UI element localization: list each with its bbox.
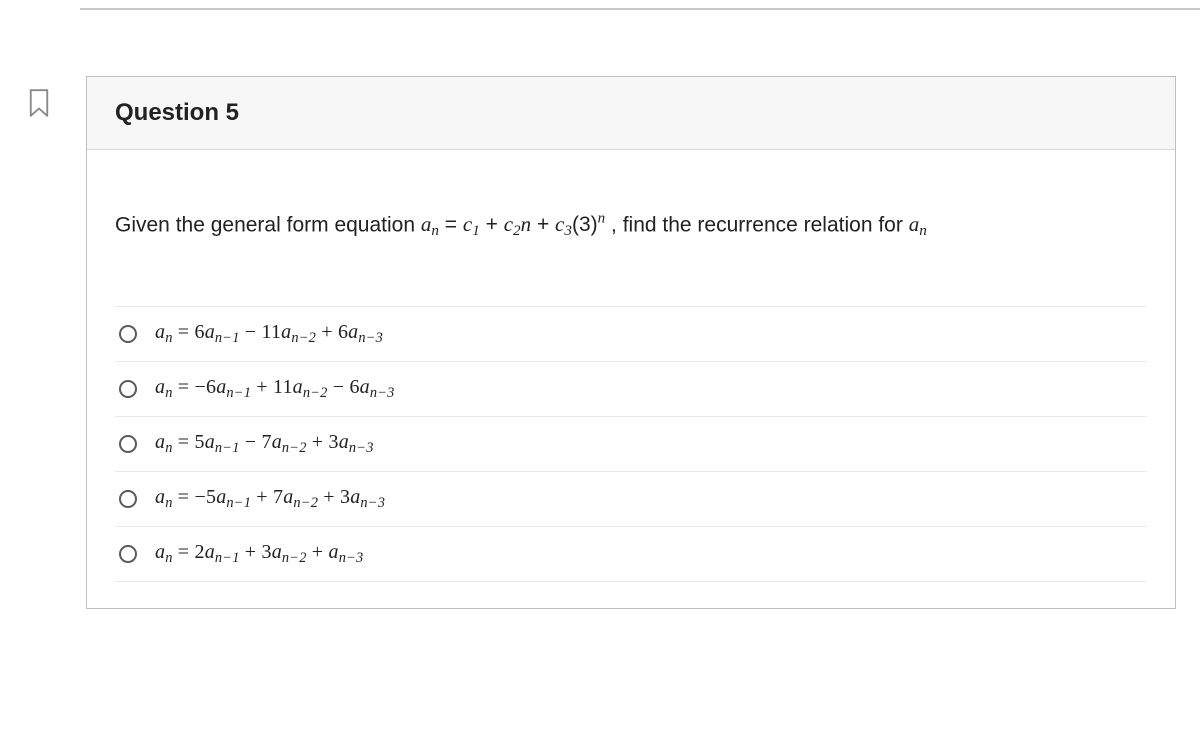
radio-button[interactable] [119,490,137,508]
radio-button[interactable] [119,435,137,453]
prompt-prefix: Given the general form equation [115,213,421,236]
option-equation: an = 5an−1 − 7an−2 + 3an−3a_n = 5 a_{n-1… [155,431,374,457]
option-equation: an = 2an−1 + 3an−2 + an−3a_n = 2 a_{n-1}… [155,541,363,567]
radio-button[interactable] [119,325,137,343]
option-equation: an = 6an−1 − 11an−2 + 6an−3a_n = 6 a_{n-… [155,321,383,347]
prompt-equation: an = c1 + c2n + c3(3)n [421,213,611,236]
question-card: Question 5 Given the general form equati… [86,76,1176,609]
question-header: Question 5 [87,77,1175,150]
option-equation: an = −6an−1 + 11an−2 − 6an−3a_n = -6 a_{… [155,376,395,402]
page-top-rule [80,8,1200,10]
option-row[interactable]: an = −5an−1 + 7an−2 + 3an−3a_n = -5 a_{n… [115,471,1147,526]
options-group: an = 6an−1 − 11an−2 + 6an−3a_n = 6 a_{n-… [115,306,1147,582]
question-prompt: Given the general form equation an = c1 … [115,208,1147,244]
prompt-tail: an [909,213,927,236]
option-row[interactable]: an = 6an−1 − 11an−2 + 6an−3a_n = 6 a_{n-… [115,306,1147,361]
bookmark-icon[interactable] [28,88,50,118]
option-row[interactable]: an = −6an−1 + 11an−2 − 6an−3a_n = -6 a_{… [115,361,1147,416]
question-title: Question 5 [115,99,239,126]
option-equation: an = −5an−1 + 7an−2 + 3an−3a_n = -5 a_{n… [155,486,385,512]
question-body: Given the general form equation an = c1 … [87,150,1175,608]
radio-button[interactable] [119,545,137,563]
prompt-suffix: , find the recurrence relation for [611,213,909,236]
option-row[interactable]: an = 2an−1 + 3an−2 + an−3a_n = 2 a_{n-1}… [115,526,1147,582]
option-row[interactable]: an = 5an−1 − 7an−2 + 3an−3a_n = 5 a_{n-1… [115,416,1147,471]
radio-button[interactable] [119,380,137,398]
